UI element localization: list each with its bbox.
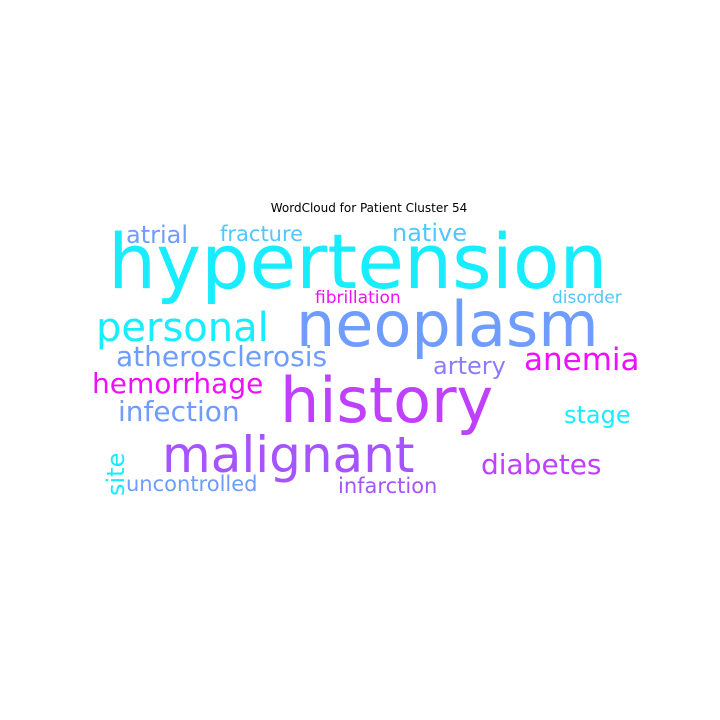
word-uncontrolled: uncontrolled [126, 472, 258, 496]
word-personal: personal [96, 305, 269, 351]
word-stage: stage [564, 401, 631, 429]
word-artery: artery [433, 352, 506, 380]
word-history: history [280, 364, 494, 437]
word-anemia: anemia [524, 342, 640, 378]
word-native: native [392, 220, 467, 247]
chart-title: WordCloud for Patient Cluster 54 [270, 201, 468, 215]
word-infarction: infarction [338, 474, 438, 498]
word-disorder: disorder [552, 288, 622, 308]
word-site: site [102, 452, 130, 496]
word-fracture: fracture [220, 222, 304, 246]
word-hemorrhage: hemorrhage [92, 367, 264, 400]
word-atherosclerosis: atherosclerosis [116, 340, 328, 373]
word-hypertension: hypertension [108, 220, 608, 306]
word-fibrillation: fibrillation [315, 288, 401, 308]
word-diabetes: diabetes [481, 448, 602, 481]
word-atrial: atrial [126, 221, 189, 249]
word-infection: infection [118, 395, 240, 428]
wordcloud-canvas: hypertension neoplasm history malignant pers… [90, 220, 650, 500]
word-neoplasm: neoplasm [296, 288, 599, 361]
word-malignant: malignant [162, 426, 415, 484]
